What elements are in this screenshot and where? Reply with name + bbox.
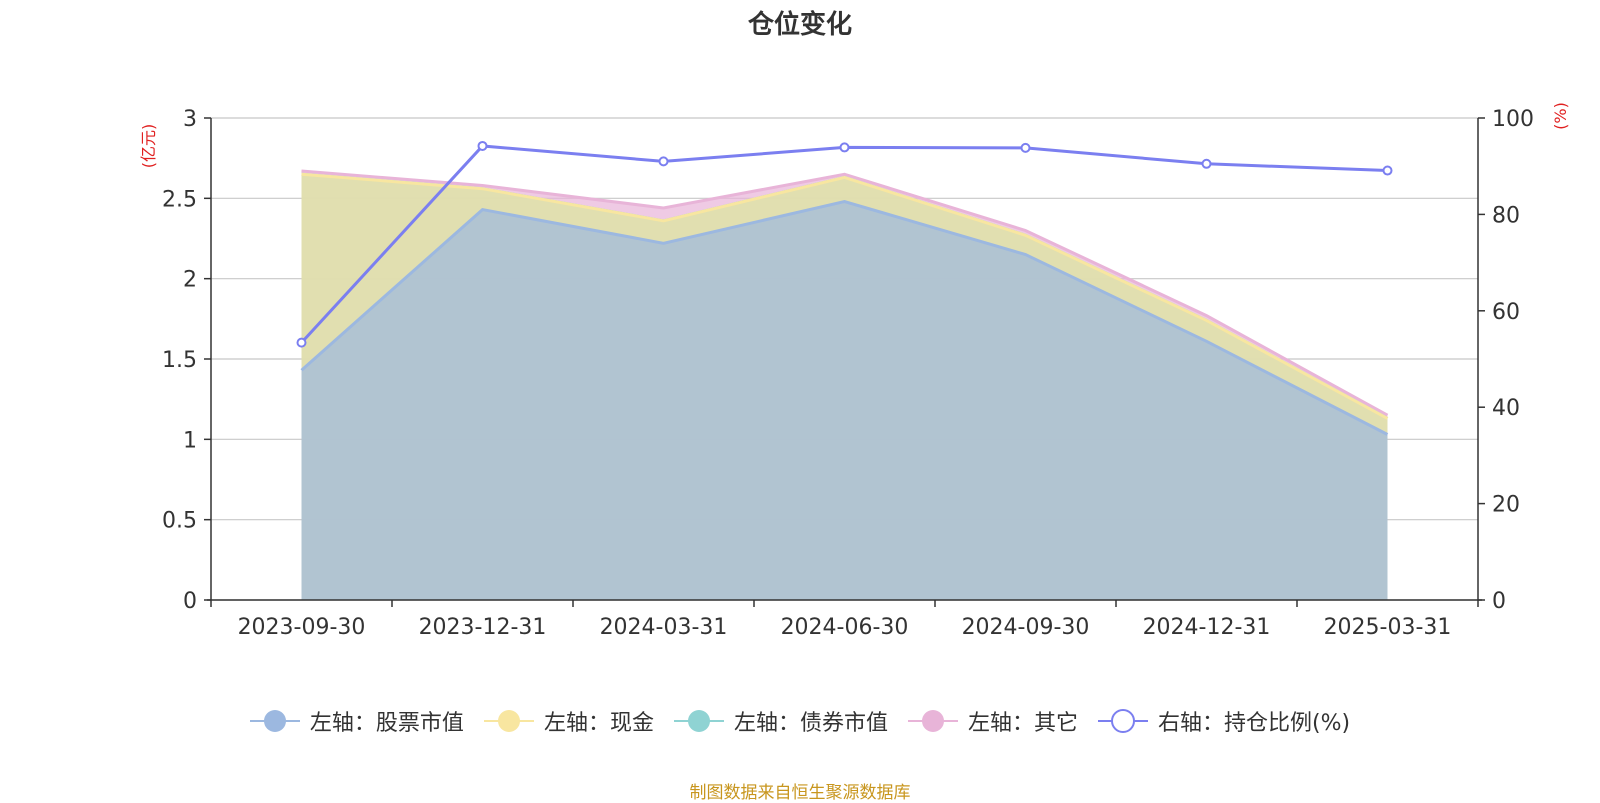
ratio-point [296, 337, 307, 348]
ratio-point [1201, 158, 1212, 169]
ratio-point [658, 156, 669, 167]
right-axis-unit: (%) [1551, 102, 1570, 130]
right-tick-label: 60 [1492, 300, 1520, 325]
left-tick-label: 2 [183, 268, 197, 293]
axes: 0 0.5 1 1.5 2 2.5 3 0 20 40 60 80 100 2023-09-30 2023-… [162, 107, 1534, 640]
legend: 左轴：股票市值 左轴：现金 左轴：债券市值 左轴：其它 右轴：持仓比例(%) [0, 705, 1600, 737]
legend-item-position-ratio[interactable]: 右轴：持仓比例(%) [1097, 705, 1351, 737]
area-edge-3 [301, 169, 1389, 417]
legend-label: 左轴：其它 [967, 711, 1078, 736]
right-tick-label: 0 [1492, 589, 1506, 614]
area-series [300, 169, 1389, 600]
x-tick-label: 2023-12-31 [419, 615, 547, 640]
legend-marker [497, 710, 520, 732]
legend-item-cash[interactable]: 左轴：现金 [483, 705, 654, 737]
ratio-point [477, 140, 488, 151]
left-tick-label: 1 [183, 428, 197, 453]
source-note: 制图数据来自恒生聚源数据库 [689, 783, 911, 803]
legend-swatch-cash [483, 710, 534, 732]
left-tick-label: 1.5 [162, 348, 197, 373]
x-tick-label: 2024-06-30 [781, 615, 909, 640]
legend-item-bond[interactable]: 左轴：债券市值 [673, 705, 888, 737]
ratio-point [1382, 165, 1393, 176]
legend-marker [1110, 709, 1135, 733]
area-edge-0 [300, 199, 1389, 436]
area-0 [301, 201, 1388, 600]
legend-swatch-other [907, 710, 958, 732]
chart-canvas: 0 0.5 1 1.5 2 2.5 3 0 20 40 60 80 100 2023-09-30 2023-… [139, 102, 1570, 640]
x-tick-label: 2024-12-31 [1143, 615, 1271, 640]
x-tick-label: 2023-09-30 [238, 615, 366, 640]
legend-item-other[interactable]: 左轴：其它 [907, 705, 1078, 737]
right-tick-label: 80 [1492, 203, 1520, 228]
left-tick-label: 0 [183, 589, 197, 614]
legend-swatch-stock [249, 710, 300, 732]
right-tick-label: 100 [1492, 107, 1534, 132]
legend-item-stock[interactable]: 左轴：股票市值 [249, 705, 464, 737]
legend-marker [687, 710, 710, 732]
left-tick-label: 3 [183, 107, 197, 132]
x-tick-label: 2024-03-31 [600, 615, 728, 640]
legend-label: 左轴：股票市值 [309, 711, 464, 736]
legend-label: 右轴：持仓比例(%) [1157, 711, 1351, 736]
chart-title: 仓位变化 [747, 10, 852, 40]
ratio-point [839, 142, 850, 153]
legend-marker [263, 710, 286, 732]
legend-marker [921, 710, 944, 732]
legend-label: 左轴：现金 [543, 711, 654, 736]
area-edge-1 [301, 172, 1389, 420]
left-tick-label: 0.5 [162, 509, 197, 534]
left-axis-unit: (亿元) [139, 124, 158, 169]
x-tick-label: 2025-03-31 [1324, 615, 1452, 640]
ratio-point [1020, 142, 1031, 153]
legend-swatch-position-ratio [1097, 709, 1148, 733]
line-series [296, 140, 1393, 348]
legend-label: 左轴：债券市值 [733, 711, 888, 736]
legend-swatch-bond [673, 710, 724, 732]
right-tick-label: 40 [1492, 396, 1520, 421]
x-tick-label: 2024-09-30 [962, 615, 1090, 640]
left-tick-label: 2.5 [162, 187, 197, 212]
right-tick-label: 20 [1492, 493, 1520, 518]
